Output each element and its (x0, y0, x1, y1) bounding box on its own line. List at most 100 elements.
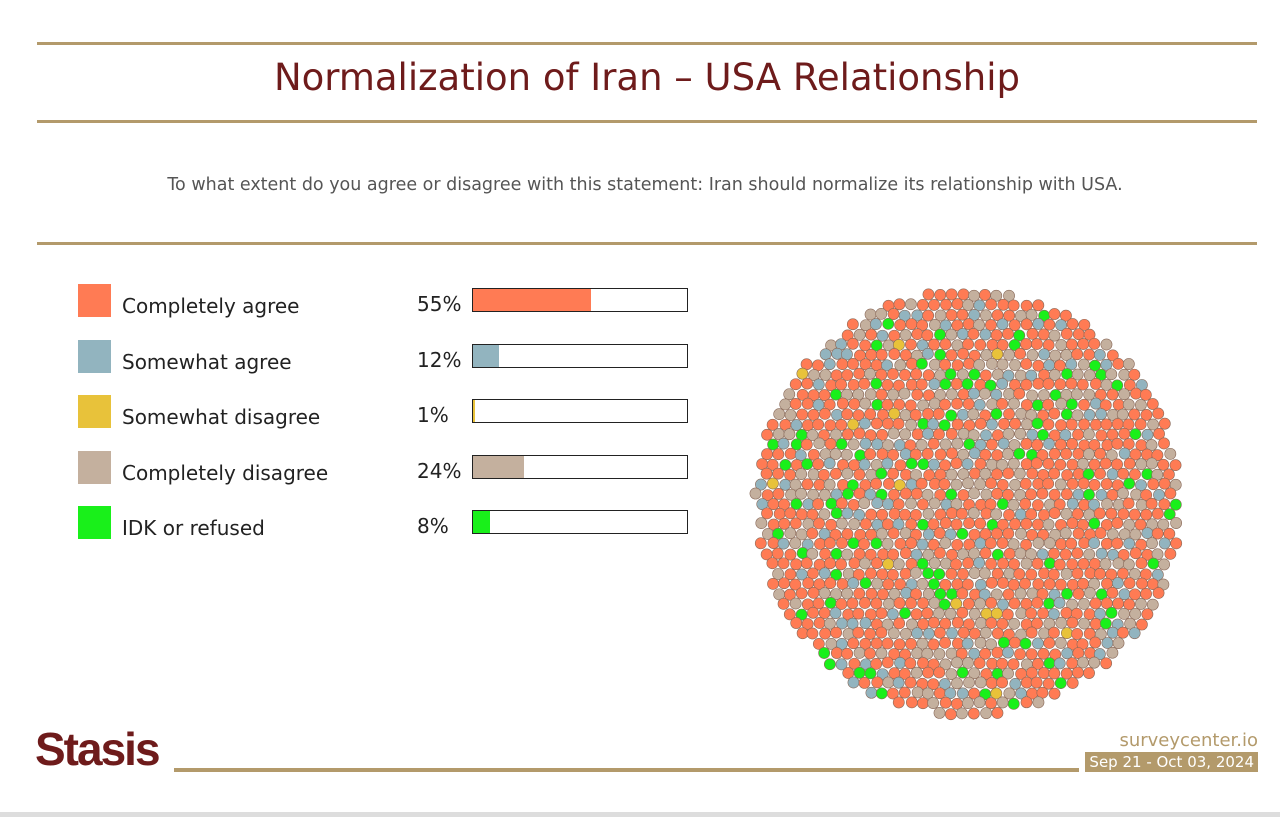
dot (1002, 646, 1014, 659)
dot (1053, 596, 1066, 609)
dot (1083, 388, 1096, 401)
dot (818, 647, 831, 659)
dot (1019, 637, 1032, 650)
dot (771, 547, 784, 560)
dot (951, 677, 963, 690)
dot (940, 298, 952, 311)
dot (1118, 368, 1131, 381)
dot (979, 647, 992, 660)
dot (961, 458, 974, 470)
dot (980, 429, 992, 442)
dot (881, 359, 893, 372)
dot (894, 319, 907, 331)
dot (973, 319, 985, 331)
dot (823, 358, 836, 371)
dot (1031, 617, 1043, 630)
dot (887, 388, 900, 401)
dot (1089, 597, 1102, 610)
dot (957, 489, 970, 501)
dot (1048, 329, 1061, 342)
dot (1008, 397, 1020, 410)
dot (1060, 408, 1073, 421)
dot (1026, 666, 1038, 679)
dot (990, 508, 1003, 521)
dot (1076, 378, 1089, 391)
dot (917, 518, 929, 531)
dot (835, 378, 848, 391)
dot (1048, 407, 1061, 420)
dot (892, 518, 905, 531)
dot (1002, 427, 1015, 440)
dot (997, 437, 1010, 450)
dot (922, 427, 934, 440)
dot (870, 537, 883, 550)
dot (1002, 588, 1015, 601)
dot (1003, 408, 1015, 420)
dot (939, 459, 951, 472)
dot (813, 478, 826, 491)
dot (813, 517, 825, 530)
dot (1128, 408, 1141, 421)
dot (973, 359, 986, 371)
dot (1048, 448, 1061, 460)
dot (1025, 568, 1038, 581)
dot (812, 458, 825, 471)
dot (1094, 527, 1107, 540)
dot (795, 608, 808, 621)
dot (1059, 548, 1072, 561)
dot (881, 656, 894, 669)
dot (871, 577, 884, 590)
dot (875, 307, 888, 320)
dot (1055, 339, 1068, 351)
dot (1043, 557, 1056, 570)
dot (1008, 558, 1020, 571)
dot (840, 448, 853, 461)
dot (875, 348, 888, 361)
dot (870, 477, 883, 490)
dot (1036, 587, 1049, 600)
dot (1106, 388, 1119, 401)
dot (783, 608, 796, 621)
dot (1065, 418, 1078, 431)
dot (905, 497, 917, 510)
dot (864, 647, 876, 660)
dot (1083, 408, 1096, 421)
dot (984, 379, 997, 392)
dot (1152, 407, 1165, 420)
dot (927, 518, 940, 531)
dot (1059, 429, 1072, 441)
dot (933, 428, 945, 441)
dot (882, 417, 894, 430)
dot (882, 578, 895, 591)
dot (1032, 537, 1045, 549)
dot (831, 409, 843, 421)
dot (1153, 488, 1165, 501)
dot (1122, 358, 1135, 370)
dot (956, 308, 969, 321)
dot (1055, 319, 1067, 332)
dot (1072, 447, 1085, 460)
dot (938, 419, 951, 432)
dot (1099, 617, 1112, 630)
dot (1088, 478, 1101, 491)
dot (859, 397, 872, 410)
dot (836, 397, 849, 410)
dot (1043, 578, 1056, 591)
dot (986, 357, 998, 370)
dot (1003, 547, 1016, 560)
dot (1066, 517, 1079, 530)
dot (968, 607, 981, 620)
dot (996, 676, 1009, 689)
dot (956, 527, 969, 540)
dot (1019, 577, 1031, 590)
dot (928, 578, 940, 590)
dot (870, 377, 883, 390)
dot (1093, 348, 1106, 361)
dot (893, 298, 906, 311)
dot (1065, 537, 1078, 550)
dot (1065, 377, 1078, 390)
dot (1042, 677, 1055, 690)
dot (870, 339, 883, 352)
dot (985, 477, 997, 490)
dot (951, 298, 964, 310)
